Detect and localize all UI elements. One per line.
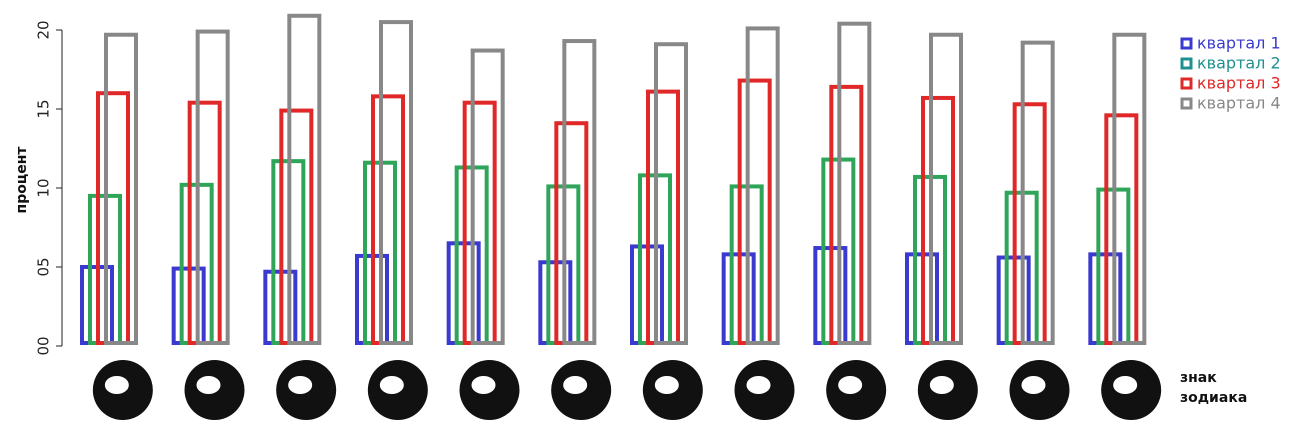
zodiac-icon-detail [838, 376, 862, 394]
zodiac-icon-detail [380, 376, 404, 394]
zodiac-icon-detail [472, 376, 496, 394]
legend-label: квартал 2 [1197, 54, 1281, 73]
legend-swatch [1182, 39, 1191, 48]
zodiac-icon-detail [655, 376, 679, 394]
y-tick-label: 05 [35, 257, 53, 276]
legend-label: квартал 4 [1197, 94, 1281, 113]
y-tick-label: 10 [35, 178, 53, 197]
zodiac-icon-detail [1022, 376, 1046, 394]
legend-swatch [1182, 99, 1191, 108]
y-tick-label: 00 [35, 336, 53, 355]
y-axis-title: процент [14, 146, 30, 214]
x-axis-title: знак зодиака [1180, 368, 1250, 408]
zodiac-icon-detail [288, 376, 312, 394]
legend-swatch [1182, 79, 1191, 88]
legend-swatch [1182, 59, 1191, 68]
zodiac-icon-detail [563, 376, 587, 394]
zodiac-icon-detail [197, 376, 221, 394]
zodiac-icon-detail [105, 376, 129, 394]
page: процент 0005101520квартал 1квартал 2квар… [0, 0, 1293, 433]
y-tick-label: 15 [35, 99, 53, 118]
chart: процент 0005101520квартал 1квартал 2квар… [0, 0, 1293, 433]
zodiac-icon-detail [747, 376, 771, 394]
legend-label: квартал 1 [1197, 34, 1281, 53]
zodiac-icon-detail [1113, 376, 1137, 394]
legend-label: квартал 3 [1197, 74, 1281, 93]
zodiac-icon-detail [930, 376, 954, 394]
y-tick-label: 20 [35, 20, 53, 39]
